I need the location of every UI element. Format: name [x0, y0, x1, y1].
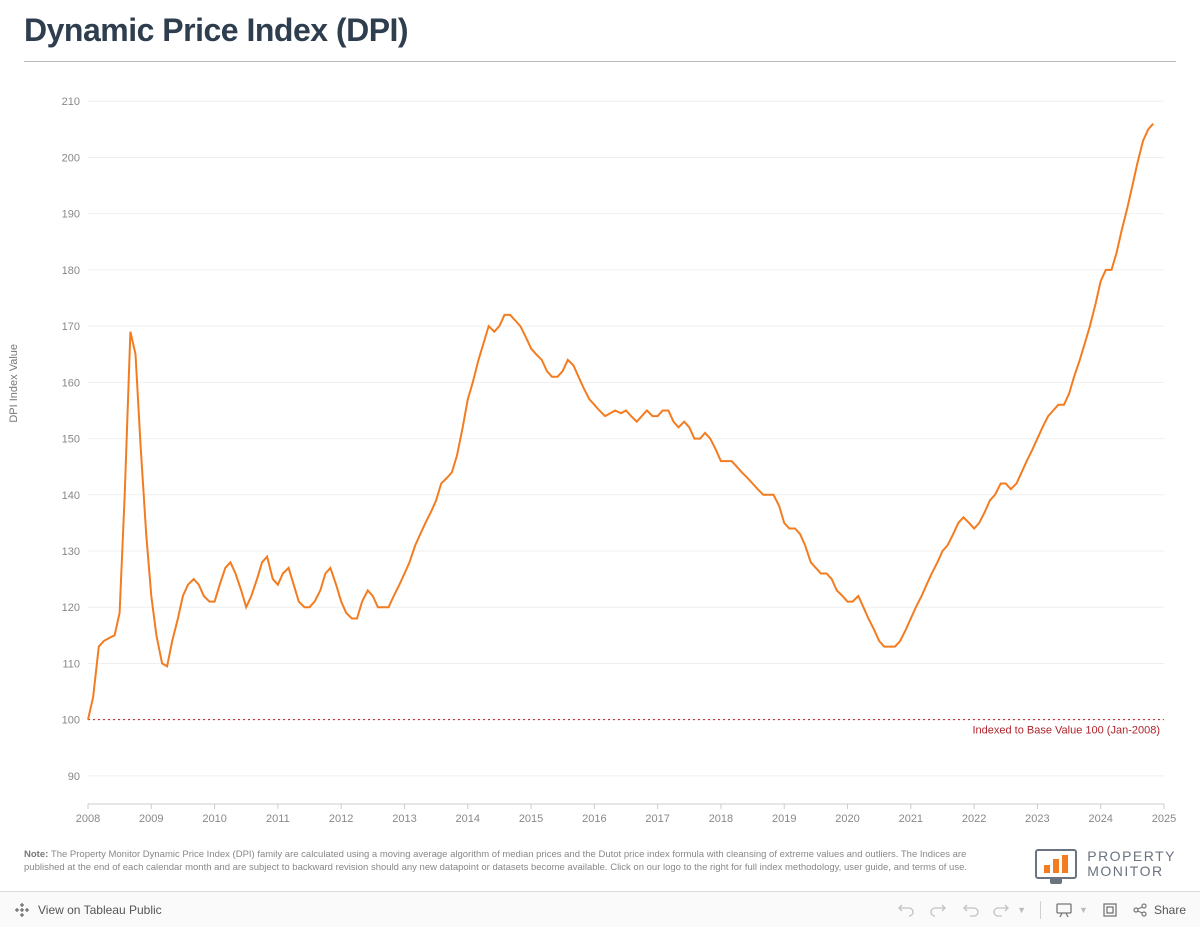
svg-text:210: 210	[62, 96, 80, 108]
svg-text:2023: 2023	[1025, 813, 1049, 825]
svg-text:2013: 2013	[392, 813, 416, 825]
svg-text:2019: 2019	[772, 813, 796, 825]
svg-text:190: 190	[62, 209, 80, 221]
replay-forward-icon[interactable]	[993, 902, 1011, 918]
svg-text:200: 200	[62, 152, 80, 164]
view-on-tableau-label: View on Tableau Public	[38, 903, 162, 917]
logo-line1: PROPERTY	[1087, 849, 1176, 864]
svg-text:120: 120	[62, 602, 80, 614]
svg-text:2015: 2015	[519, 813, 543, 825]
property-monitor-logo[interactable]: PROPERTY MONITOR	[1035, 849, 1176, 879]
svg-text:130: 130	[62, 546, 80, 558]
svg-text:2011: 2011	[266, 813, 290, 825]
logo-line2: MONITOR	[1087, 864, 1176, 879]
view-on-tableau-link[interactable]: View on Tableau Public	[14, 902, 162, 918]
svg-text:170: 170	[62, 321, 80, 333]
svg-text:160: 160	[62, 377, 80, 389]
svg-text:140: 140	[62, 490, 80, 502]
svg-text:2016: 2016	[582, 813, 606, 825]
svg-text:2014: 2014	[456, 813, 480, 825]
svg-text:2010: 2010	[202, 813, 226, 825]
line-chart[interactable]: 90 100 110 120 130 140 150 160 170 180 190 200 210 20…	[24, 76, 1176, 836]
replay-back-icon[interactable]	[961, 902, 979, 918]
svg-text:2021: 2021	[899, 813, 923, 825]
toolbar-separator	[1040, 901, 1041, 919]
logo-mark-icon	[1035, 849, 1077, 879]
svg-text:180: 180	[62, 265, 80, 277]
svg-text:150: 150	[62, 434, 80, 446]
svg-text:2008: 2008	[76, 813, 100, 825]
svg-text:2025: 2025	[1152, 813, 1176, 825]
footnote: Note: The Property Monitor Dynamic Price…	[24, 849, 984, 875]
svg-text:2020: 2020	[835, 813, 859, 825]
undo-icon[interactable]	[897, 902, 915, 918]
title-rule	[24, 61, 1176, 62]
share-label: Share	[1154, 903, 1186, 917]
svg-text:2017: 2017	[645, 813, 669, 825]
tableau-icon	[14, 902, 30, 918]
svg-text:2018: 2018	[709, 813, 733, 825]
svg-text:2012: 2012	[329, 813, 353, 825]
share-button[interactable]: Share	[1132, 902, 1186, 918]
presentation-icon[interactable]	[1055, 902, 1073, 918]
share-icon	[1132, 902, 1148, 918]
redo-icon[interactable]	[929, 902, 947, 918]
svg-text:90: 90	[68, 771, 80, 783]
tableau-toolbar: View on Tableau Public ▼ ▼ Share	[0, 891, 1200, 927]
y-axis-title: DPI Index Value	[8, 344, 20, 423]
chevron-down-icon[interactable]: ▼	[1079, 905, 1088, 915]
chart-container: DPI Index Value 901001101201301401501601…	[24, 76, 1176, 836]
fullscreen-icon[interactable]	[1102, 902, 1118, 918]
logo-text: PROPERTY MONITOR	[1087, 849, 1176, 878]
page-title: Dynamic Price Index (DPI)	[24, 12, 1176, 49]
svg-text:2022: 2022	[962, 813, 986, 825]
chevron-down-icon[interactable]: ▼	[1017, 905, 1026, 915]
footnote-prefix: Note:	[24, 849, 51, 860]
svg-text:110: 110	[62, 658, 80, 670]
svg-text:2024: 2024	[1088, 813, 1112, 825]
svg-text:2009: 2009	[139, 813, 163, 825]
svg-text:100: 100	[62, 715, 80, 727]
footnote-body: The Property Monitor Dynamic Price Index…	[24, 849, 967, 873]
svg-text:Indexed to Base Value 100 (Jan: Indexed to Base Value 100 (Jan-2008)	[972, 725, 1160, 737]
